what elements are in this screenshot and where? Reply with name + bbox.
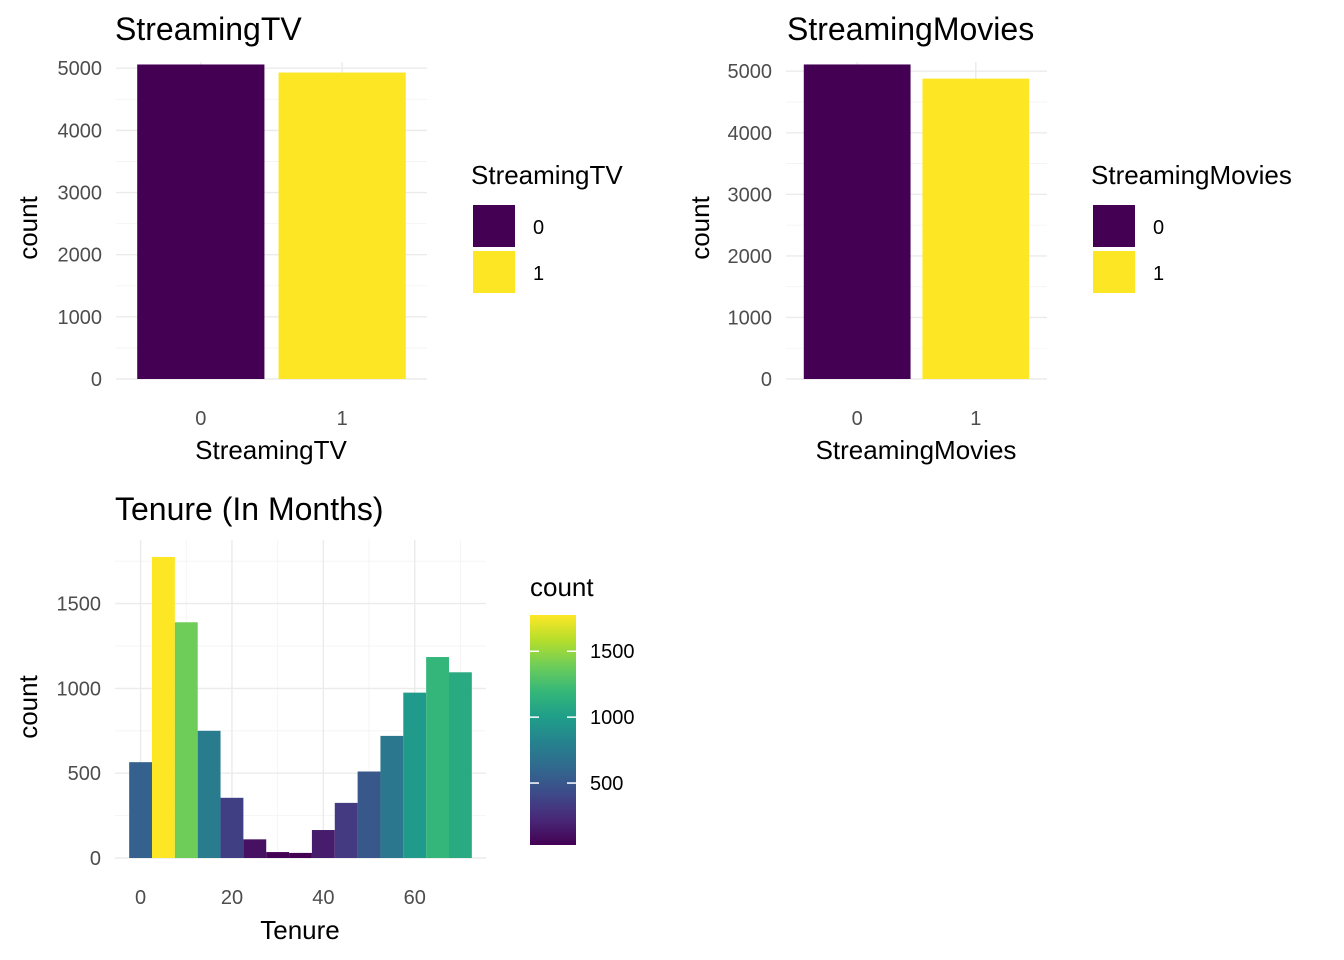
legend-key-1 (473, 251, 515, 293)
y-tick-label: 5000 (728, 61, 773, 83)
y-tick-label: 2000 (58, 245, 103, 267)
panel-streamingmovies: 0 1000 2000 3000 4000 5000 0 1 StreamingMovies … (685, 11, 1292, 465)
x-axis-title: StreamingMovies (816, 435, 1017, 465)
histogram-bar (129, 762, 153, 858)
legend-key-0 (1093, 205, 1135, 247)
histogram-bar (266, 852, 290, 858)
bars (137, 64, 406, 380)
y-tick-label: 1000 (57, 678, 102, 700)
y-tick-label: 1500 (57, 594, 102, 616)
legend-title: StreamingTV (471, 160, 623, 190)
histogram-bar (426, 657, 449, 858)
y-tick-label: 0 (90, 848, 101, 870)
tick-labels: 0 1000 2000 3000 4000 5000 0 1 (728, 61, 982, 430)
chart-title: Tenure (In Months) (115, 491, 384, 527)
histogram-bar (289, 852, 312, 858)
tick-labels: 0 1000 2000 3000 4000 5000 0 1 (58, 58, 348, 430)
histogram-bar (357, 771, 381, 858)
legend: StreamingMovies 0 1 (1091, 160, 1292, 293)
colorbar-label: 1500 (590, 641, 635, 663)
legend-label: 0 (1153, 217, 1164, 239)
bar-0 (137, 64, 265, 380)
legend-title: count (530, 572, 594, 602)
y-axis-title: count (685, 195, 715, 259)
histogram-bar (403, 692, 427, 858)
legend-label: 1 (533, 263, 544, 285)
bar-0 (803, 64, 911, 380)
x-tick-label: 40 (312, 887, 334, 909)
legend: count 500 1000 1500 (530, 572, 635, 845)
x-axis-title: StreamingTV (195, 435, 347, 465)
x-tick-label: 60 (404, 887, 426, 909)
histogram-bar (243, 839, 267, 858)
chart-title: StreamingMovies (787, 11, 1034, 47)
legend-key-1 (1093, 251, 1135, 293)
histogram-bar (174, 622, 198, 858)
y-tick-label: 5000 (58, 58, 103, 80)
legend-label: 1 (1153, 263, 1164, 285)
histogram-bar (311, 830, 335, 858)
legend-title: StreamingMovies (1091, 160, 1292, 190)
histogram-bar (380, 735, 404, 858)
x-tick-label: 0 (135, 887, 146, 909)
legend-label: 0 (533, 217, 544, 239)
y-tick-label: 500 (68, 763, 101, 785)
histogram-bar (220, 797, 244, 858)
y-tick-label: 4000 (58, 120, 103, 142)
bar-1 (922, 78, 1030, 379)
colorbar (530, 615, 576, 845)
y-tick-label: 0 (91, 369, 102, 391)
colorbar-label: 500 (590, 773, 623, 795)
bars (803, 64, 1030, 380)
y-tick-label: 1000 (728, 307, 773, 329)
x-tick-label: 0 (852, 408, 863, 430)
y-tick-label: 1000 (58, 307, 103, 329)
histogram-bar (197, 730, 221, 858)
histogram-bar (152, 556, 175, 858)
bars (129, 556, 472, 858)
y-tick-label: 3000 (58, 183, 103, 205)
x-tick-label: 1 (337, 408, 348, 430)
x-axis-title: Tenure (260, 915, 340, 945)
y-tick-label: 4000 (728, 123, 773, 145)
panel-tenure: 0 500 1000 1500 0 20 40 60 Tenure (In Months) T… (13, 491, 635, 945)
chart-title: StreamingTV (115, 11, 302, 47)
histogram-bar (448, 672, 472, 858)
x-tick-label: 1 (970, 408, 981, 430)
panel-streamingtv: 0 1000 2000 3000 4000 5000 0 1 StreamingTV Stre… (13, 11, 623, 465)
tick-labels: 0 500 1000 1500 0 20 40 60 (57, 594, 426, 909)
histogram-bar (334, 802, 358, 858)
y-tick-label: 2000 (728, 246, 773, 268)
colorbar-label: 1000 (590, 707, 635, 729)
y-tick-label: 0 (761, 369, 772, 391)
bar-1 (278, 72, 406, 380)
y-axis-title: count (13, 195, 43, 259)
y-axis-title: count (13, 674, 43, 738)
x-tick-label: 0 (195, 408, 206, 430)
legend: StreamingTV 0 1 (471, 160, 623, 293)
y-tick-label: 3000 (728, 184, 773, 206)
legend-key-0 (473, 205, 515, 247)
x-tick-label: 20 (221, 887, 243, 909)
